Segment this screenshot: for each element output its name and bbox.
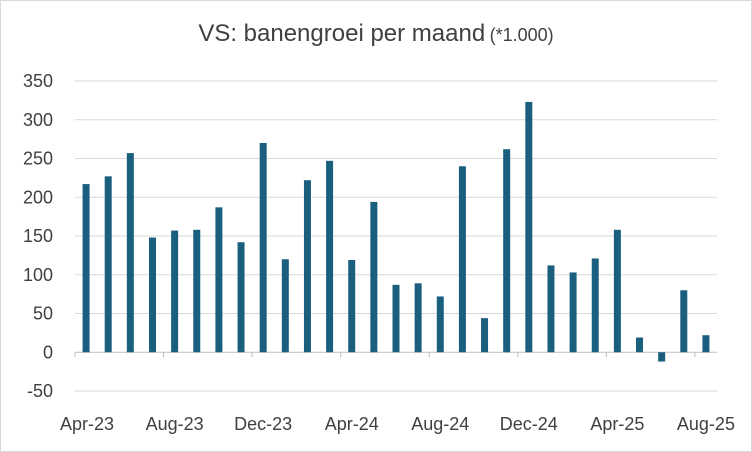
x-tick-label: Dec-23 [234, 414, 292, 434]
y-tick-label: 0 [43, 342, 53, 362]
bar-apr-25 [613, 229, 621, 353]
x-tick-label: Apr-24 [325, 414, 379, 434]
bar-jun-24 [392, 284, 400, 353]
bar-jan-24 [281, 259, 289, 353]
bar-feb-25 [569, 272, 577, 353]
bar-mar-25 [591, 258, 599, 353]
x-tick-label: Dec-24 [500, 414, 558, 434]
bar-may-23 [104, 176, 112, 353]
x-tick-label: Apr-23 [60, 414, 114, 434]
x-tick-label: Aug-24 [411, 414, 469, 434]
y-tick-label: 350 [23, 71, 53, 91]
y-axis-labels: -50 0 50 100 150 200 250 300 350 [23, 71, 53, 401]
bar-jul-24 [414, 283, 422, 353]
bar-sep-24 [458, 166, 466, 353]
x-tick-label: Aug-23 [146, 414, 204, 434]
bar-sep-23 [193, 229, 201, 353]
x-axis-labels: Apr-23 Aug-23 Dec-23 Apr-24 Aug-24 Dec-24 Apr-… [60, 414, 735, 434]
y-tick-label: 250 [23, 149, 53, 169]
bar-jul-23 [148, 237, 156, 353]
bar-oct-23 [215, 207, 223, 353]
bar-jun-23 [126, 153, 134, 353]
bar-jun-25 [658, 352, 666, 362]
bar-may-24 [370, 201, 378, 353]
gridlines [75, 80, 717, 392]
y-tick-label: 300 [23, 110, 53, 130]
y-tick-label: -50 [27, 381, 53, 401]
x-tick-label: Aug-25 [677, 414, 735, 434]
bar-series [82, 101, 710, 362]
bar-feb-24 [303, 180, 311, 353]
y-tick-label: 150 [23, 226, 53, 246]
x-tick-label: Apr-25 [590, 414, 644, 434]
bar-mar-24 [326, 160, 334, 353]
bar-apr-23 [82, 184, 90, 353]
bar-aug-25 [702, 335, 710, 353]
bar-dec-24 [525, 101, 533, 353]
y-tick-label: 200 [23, 187, 53, 207]
bar-aug-24 [436, 296, 444, 353]
y-tick-label: 50 [33, 304, 53, 324]
bar-nov-24 [503, 149, 511, 353]
bar-jan-25 [547, 265, 555, 353]
chart-title-text: VS: banengroei per maand [198, 20, 486, 47]
bar-jul-25 [680, 290, 688, 353]
x-axis [74, 351, 717, 358]
bar-oct-24 [481, 318, 489, 353]
bar-may-25 [636, 337, 644, 353]
bar-aug-23 [171, 230, 179, 353]
bar-nov-23 [237, 242, 245, 353]
bar-apr-24 [348, 260, 356, 353]
bar-dec-23 [259, 143, 267, 353]
y-tick-label: 100 [23, 265, 53, 285]
chart-title: VS: banengroei per maand (*1.000) [0, 20, 752, 48]
chart-subtitle-text: (*1.000) [489, 25, 554, 45]
